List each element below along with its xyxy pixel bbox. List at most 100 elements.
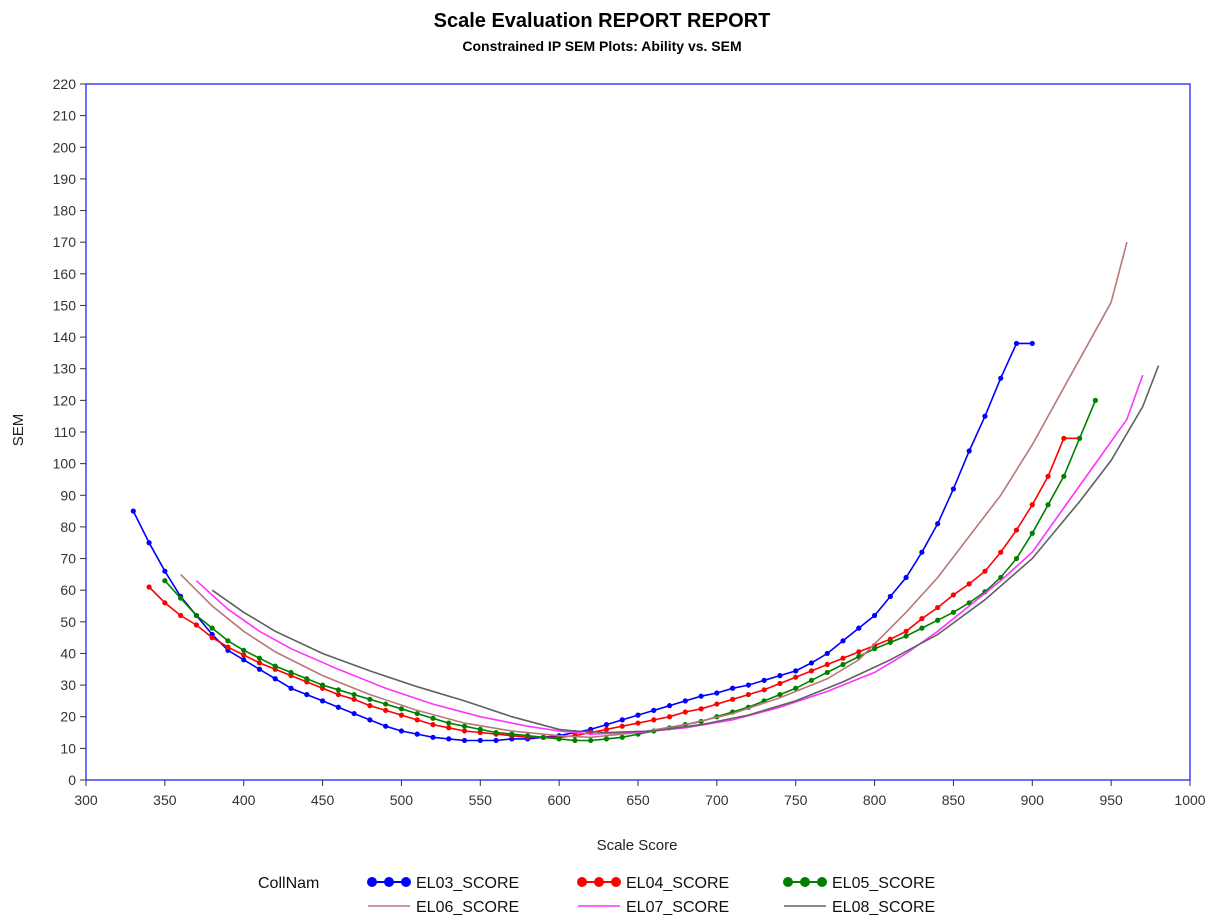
data-point-el04-score bbox=[808, 668, 815, 674]
data-point-el04-score bbox=[651, 717, 657, 723]
series-line-el07-score bbox=[195, 374, 1144, 735]
data-point-el03-score bbox=[666, 703, 673, 709]
data-point-el03-score bbox=[761, 677, 767, 683]
data-point-el03-score bbox=[272, 676, 278, 682]
y-tick-label: 140 bbox=[53, 329, 77, 345]
data-point-el03-score bbox=[335, 704, 341, 710]
y-tick-label: 70 bbox=[60, 551, 76, 567]
data-point-el04-score bbox=[1045, 473, 1051, 479]
data-point-el05-score bbox=[619, 734, 625, 740]
y-tick-label: 60 bbox=[60, 582, 76, 598]
series-el04-score bbox=[146, 435, 1083, 740]
y-tick-label: 150 bbox=[53, 297, 77, 313]
data-point-el04-score bbox=[461, 728, 468, 734]
data-point-el04-score bbox=[666, 714, 673, 720]
data-point-el04-score bbox=[209, 635, 215, 641]
chart-title: Scale Evaluation REPORT REPORT bbox=[434, 10, 771, 32]
data-point-el04-score bbox=[635, 720, 641, 726]
data-point-el03-score bbox=[1013, 340, 1020, 347]
chart-subtitle: Constrained IP SEM Plots: Ability vs. SE… bbox=[462, 38, 741, 54]
data-point-el04-score bbox=[730, 696, 736, 702]
data-point-el05-score bbox=[256, 655, 263, 661]
data-point-el05-score bbox=[540, 734, 546, 740]
data-point-el05-score bbox=[446, 720, 452, 726]
data-point-el04-score bbox=[178, 612, 184, 619]
data-point-el03-score bbox=[714, 690, 720, 696]
x-axis-label: Scale Score bbox=[597, 837, 678, 854]
data-point-el04-score bbox=[1029, 502, 1035, 508]
x-tick-label: 850 bbox=[942, 792, 966, 808]
x-tick-label: 950 bbox=[1099, 792, 1123, 808]
data-point-el04-score bbox=[225, 644, 231, 650]
data-point-el04-score bbox=[193, 622, 199, 628]
data-point-el03-score bbox=[966, 448, 972, 454]
y-axis-label: SEM bbox=[10, 414, 27, 447]
series-line-el06-score bbox=[180, 241, 1128, 739]
x-tick-label: 750 bbox=[784, 792, 808, 808]
data-point-el03-score bbox=[477, 737, 483, 744]
x-tick-label: 450 bbox=[311, 792, 335, 808]
legend-marker bbox=[800, 877, 810, 887]
legend: CollNam EL03_SCORE EL04_SCORE EL05_SCORE EL… bbox=[258, 875, 935, 916]
legend-marker bbox=[783, 877, 793, 887]
data-point-el05-score bbox=[603, 736, 610, 742]
data-point-el04-score bbox=[146, 584, 152, 590]
data-point-el03-score bbox=[840, 638, 846, 644]
data-point-el04-score bbox=[383, 707, 389, 714]
legend-marker bbox=[401, 877, 411, 887]
data-point-el04-score bbox=[761, 687, 767, 693]
series-el07-score bbox=[195, 374, 1144, 735]
data-point-el04-score bbox=[824, 661, 830, 668]
data-point-el03-score bbox=[351, 710, 357, 717]
data-point-el03-score bbox=[398, 728, 405, 734]
legend-marker bbox=[577, 877, 587, 887]
data-point-el04-score bbox=[919, 616, 925, 622]
data-point-el03-score bbox=[745, 682, 752, 688]
data-point-el05-score bbox=[335, 687, 341, 693]
data-point-el03-score bbox=[777, 673, 783, 679]
data-point-el04-score bbox=[256, 660, 263, 666]
data-point-el03-score bbox=[241, 657, 247, 663]
data-point-el05-score bbox=[367, 696, 373, 702]
data-point-el05-score bbox=[461, 723, 468, 729]
x-tick-label: 1000 bbox=[1174, 792, 1205, 808]
series-line-el05-score bbox=[164, 400, 1097, 742]
data-point-el04-score bbox=[856, 649, 862, 655]
data-point-el04-score bbox=[335, 691, 341, 698]
data-point-el05-score bbox=[509, 731, 515, 737]
data-point-el03-score bbox=[698, 693, 704, 699]
series-el06-score bbox=[180, 241, 1128, 739]
data-point-el03-score bbox=[856, 625, 862, 631]
data-point-el03-score bbox=[319, 698, 326, 704]
data-point-el03-score bbox=[493, 737, 499, 744]
data-point-el05-score bbox=[824, 669, 830, 676]
data-point-el04-score bbox=[351, 696, 357, 702]
data-point-el05-score bbox=[272, 663, 278, 669]
data-point-el04-score bbox=[903, 628, 909, 634]
data-point-el03-score bbox=[982, 413, 988, 419]
axes: 300 350 400 450 500 550 600 650 700 750 800 850 900 9… bbox=[53, 76, 1206, 808]
data-point-el04-score bbox=[745, 691, 752, 698]
data-point-el04-score bbox=[682, 709, 688, 715]
data-point-el04-score bbox=[430, 722, 436, 728]
legend-item-el07-score: EL07_SCORE bbox=[578, 899, 729, 916]
data-point-el03-score bbox=[619, 717, 625, 723]
data-point-el05-score bbox=[1077, 435, 1083, 441]
y-tick-label: 130 bbox=[53, 361, 77, 377]
data-point-el03-score bbox=[887, 593, 893, 600]
data-point-el05-score bbox=[525, 733, 531, 739]
legend-title: CollNam bbox=[258, 875, 319, 892]
data-point-el04-score bbox=[241, 652, 247, 658]
data-point-el03-score bbox=[919, 549, 925, 555]
y-tick-label: 50 bbox=[60, 614, 76, 630]
data-point-el05-score bbox=[430, 715, 436, 721]
y-tick-label: 220 bbox=[53, 76, 77, 92]
data-point-el03-score bbox=[162, 568, 168, 574]
data-point-el05-score bbox=[871, 646, 878, 652]
data-point-el04-score bbox=[1061, 435, 1067, 441]
legend-item-el04-score: EL04_SCORE bbox=[577, 875, 729, 892]
data-point-el03-score bbox=[871, 612, 878, 619]
data-point-el04-score bbox=[367, 703, 373, 709]
data-point-el03-score bbox=[824, 650, 830, 657]
legend-item-el05-score: EL05_SCORE bbox=[783, 875, 935, 892]
